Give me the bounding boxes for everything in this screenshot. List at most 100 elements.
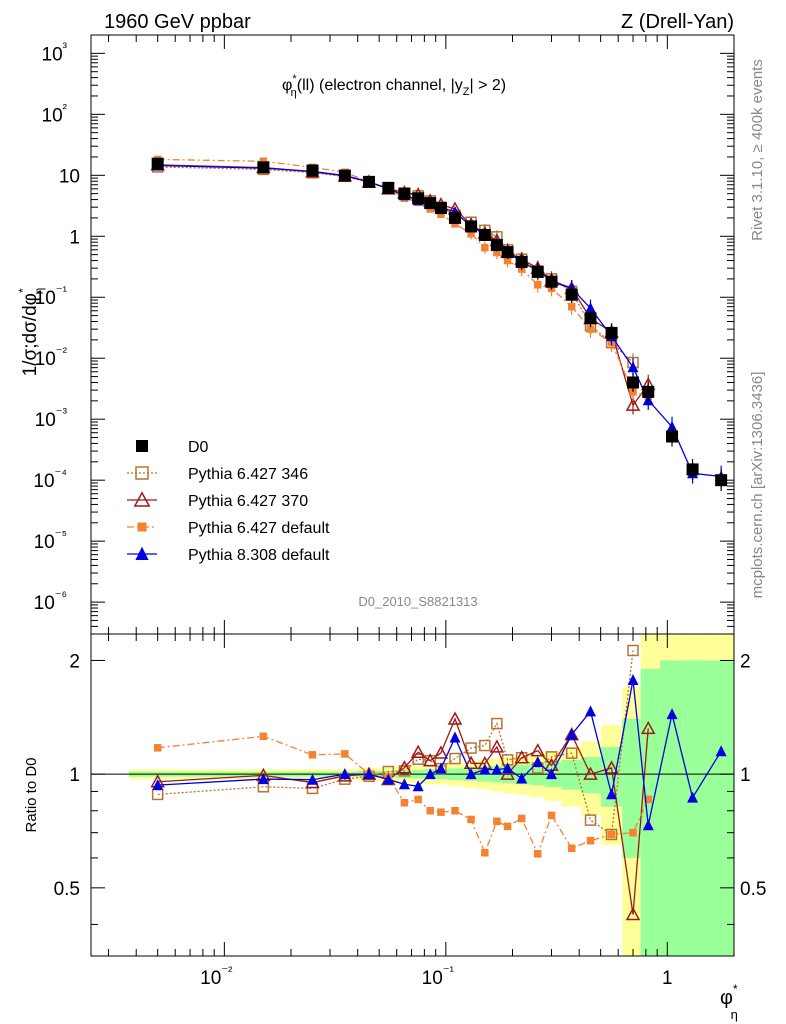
series-line <box>157 158 649 397</box>
main-frame <box>90 34 735 635</box>
y-tick-label: 1 <box>69 227 80 248</box>
data-point <box>586 325 595 333</box>
ratio-point <box>433 745 449 759</box>
band-green <box>660 660 683 956</box>
ratio-point <box>449 731 461 743</box>
header-right: Z (Drell-Yan) <box>621 11 734 33</box>
ratio-point <box>566 728 578 740</box>
legend-marker <box>136 440 148 452</box>
ratio-point <box>565 747 578 759</box>
ratio-point <box>530 743 546 757</box>
data-point <box>627 376 640 389</box>
ratio-point <box>449 752 461 765</box>
data-point <box>257 161 270 174</box>
x-tick-label: 1 <box>662 968 673 989</box>
ratio-point <box>398 778 410 790</box>
data-point <box>306 164 319 177</box>
ratio-point <box>153 744 162 752</box>
band-green <box>622 718 641 858</box>
x-tick-label: 10⁻¹ <box>422 963 455 989</box>
ratio-series-line <box>157 650 634 836</box>
data-point <box>515 255 528 268</box>
data-point <box>478 228 491 241</box>
ratio-point <box>491 763 503 775</box>
data-point <box>503 256 512 265</box>
ratio-frame <box>90 633 735 957</box>
ratio-tick-label-right: 0.5 <box>740 879 766 900</box>
ratio-point <box>627 674 639 686</box>
ratio-point <box>382 773 394 785</box>
plot-marks <box>150 155 728 921</box>
legend: D0 Pythia 6.427 346 Pythia 6.427 370 Pythia… <box>127 439 330 564</box>
data-point <box>715 474 728 487</box>
ratio-point <box>547 811 556 820</box>
ratio-tick-label: 2 <box>69 651 80 672</box>
data-point <box>686 463 699 476</box>
ratio-point <box>585 705 597 717</box>
svg-text:φ*η: φ* η <box>720 982 738 1022</box>
data-point <box>382 181 395 194</box>
ratio-point <box>583 766 598 780</box>
ratio-point <box>567 844 576 853</box>
ratio-point <box>424 768 436 780</box>
ratio-point <box>400 798 409 807</box>
ratio-point <box>605 828 618 841</box>
ratio-point <box>412 780 424 792</box>
ratio-point <box>491 717 503 730</box>
y-tick-label: 10⁻⁵ <box>34 527 67 553</box>
data-point <box>363 175 376 188</box>
ratio-point <box>516 772 528 784</box>
ratio-point <box>644 795 652 804</box>
ratio-point <box>640 720 656 735</box>
ratio-point <box>503 822 512 831</box>
data-point <box>501 246 514 259</box>
data-point <box>467 230 475 238</box>
ratio-point <box>363 768 375 780</box>
header-left: 1960 GeV ppbar <box>104 11 251 33</box>
ratio-point <box>467 815 475 824</box>
data-point <box>424 197 437 210</box>
y-tick-label: 10⁻³ <box>35 405 68 431</box>
data-point <box>585 302 597 314</box>
ratio-point <box>447 711 463 725</box>
data-point <box>533 281 542 289</box>
side-mcplots: mcplots.cern.ch [arXiv:1306.3436] <box>749 372 766 599</box>
ratio-point <box>426 806 434 815</box>
ratio-point <box>532 755 544 767</box>
plot-title: φ* η(ll) (electron channel, |yZ| > 2) <box>282 73 506 99</box>
legend-marker <box>135 546 149 560</box>
legend-label: D0 <box>188 439 209 456</box>
ratio-point <box>465 768 477 780</box>
data-point <box>545 275 558 288</box>
ratio-point <box>152 779 164 791</box>
ratio-point <box>627 644 639 657</box>
ratio-point <box>607 830 616 839</box>
data-point <box>584 312 597 325</box>
data-point <box>642 385 655 398</box>
x-tick-label: 10⁻² <box>200 963 233 989</box>
ratio-point <box>339 768 351 780</box>
y-tick-label: 10⁻⁴ <box>33 466 67 492</box>
ratio-tick-label-right: 1 <box>740 765 751 786</box>
legend-marker <box>133 491 151 507</box>
series-0 <box>151 157 728 491</box>
ratio-point <box>481 849 489 857</box>
data-point <box>151 157 164 170</box>
data-point <box>437 210 445 218</box>
y-tick-label: 10⁻⁶ <box>34 588 67 614</box>
ratio-point <box>451 806 459 815</box>
data-point <box>567 302 576 311</box>
ratio-point <box>410 744 426 758</box>
ratio-tick-label: 0.5 <box>54 879 80 900</box>
ratio-point <box>341 750 349 758</box>
data-point <box>666 430 679 443</box>
ratio-tick-label-right: 2 <box>740 651 751 672</box>
data-point <box>338 169 351 182</box>
ratio-point <box>584 814 597 826</box>
ratio-point <box>306 782 319 795</box>
ratio-point <box>422 753 438 767</box>
ratio-point <box>479 763 491 775</box>
data-point <box>398 187 411 200</box>
legend-label: Pythia 8.308 default <box>188 547 330 564</box>
